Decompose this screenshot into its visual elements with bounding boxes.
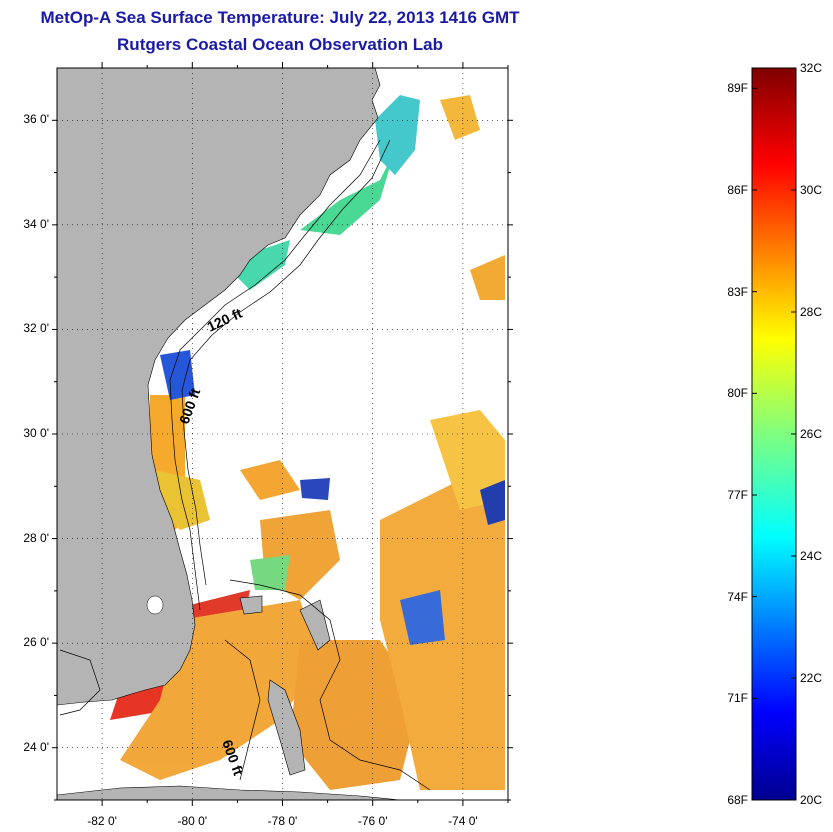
bahamas-island	[267, 679, 306, 776]
map-ticks	[52, 62, 513, 806]
colorbar-celsius-label: 24C	[800, 549, 823, 563]
lon-tick-label: -78 0'	[267, 814, 298, 828]
colorbar-fahrenheit-label: 71F	[727, 691, 748, 706]
colorbar	[751, 67, 797, 801]
lat-tick-label: 24 0'	[23, 739, 49, 754]
colorbar-fahrenheit-label: 74F	[727, 589, 748, 604]
chart-title: MetOp-A Sea Surface Temperature: July 22…	[40, 8, 520, 27]
lat-tick-label: 26 0'	[23, 635, 49, 650]
colorbar-celsius-label: 30C	[800, 183, 823, 197]
colorbar-celsius-label: 26C	[800, 427, 823, 441]
colorbar-fahrenheit-label: 89F	[727, 81, 748, 96]
colorbar-fahrenheit-label: 83F	[727, 284, 748, 299]
lon-tick-label: -76 0'	[357, 814, 388, 828]
lat-tick-label: 34 0'	[23, 216, 49, 231]
colorbar-fahrenheit-label: 86F	[727, 183, 748, 197]
bathymetry-contours	[59, 139, 431, 791]
map-grid	[57, 68, 508, 800]
lon-tick-label: -74 0'	[448, 814, 478, 828]
cuba-land	[57, 785, 401, 800]
lat-tick-label: 36 0'	[23, 112, 49, 127]
chart-subtitle: Rutgers Coastal Ocean Observation Lab	[117, 35, 443, 54]
sst-data-layer	[110, 95, 505, 790]
colorbar-ticks	[752, 67, 796, 801]
colorbar-fahrenheit-label: 77F	[727, 488, 748, 502]
lon-tick-label: -80 0'	[177, 814, 208, 828]
lat-tick-label: 30 0'	[23, 426, 49, 440]
lon-tick-label: -82 0'	[87, 814, 117, 828]
bahamas-island	[239, 595, 263, 615]
bahamas-island	[299, 599, 331, 651]
lat-tick-label: 28 0'	[23, 530, 49, 545]
colorbar-celsius-label: 28C	[800, 305, 823, 319]
colorbar-fahrenheit-label: 68F	[727, 793, 748, 807]
colorbar-celsius-label: 32C	[800, 61, 823, 75]
lake-okeechobee	[146, 595, 164, 615]
colorbar-fahrenheit-label: 80F	[727, 386, 748, 401]
land-mass	[57, 68, 381, 706]
lat-tick-label: 32 0'	[23, 321, 49, 336]
colorbar-celsius-label: 20C	[800, 793, 823, 807]
colorbar-celsius-label: 22C	[800, 671, 823, 685]
